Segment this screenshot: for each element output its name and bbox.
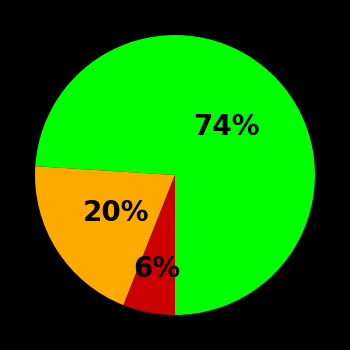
Text: 6%: 6% bbox=[134, 254, 181, 282]
Wedge shape bbox=[35, 35, 315, 315]
Text: 74%: 74% bbox=[193, 113, 259, 141]
Wedge shape bbox=[124, 175, 175, 315]
Text: 20%: 20% bbox=[83, 198, 149, 226]
Wedge shape bbox=[35, 166, 175, 305]
